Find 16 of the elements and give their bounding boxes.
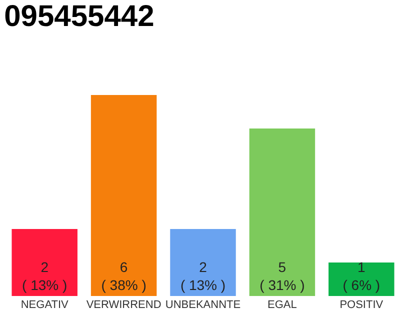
data-label: 2 ( 13% ) xyxy=(22,258,68,293)
chart-title: 095455442 xyxy=(4,0,154,33)
bar xyxy=(170,229,236,296)
x-tick-label: NEGATIV xyxy=(20,299,69,311)
x-tick-label: POSITIV xyxy=(340,299,384,311)
data-label: 1 ( 6% ) xyxy=(342,258,380,293)
x-tick-label: VERWIRREND xyxy=(86,299,162,311)
bar xyxy=(328,262,394,296)
x-tick-label: UNBEKANNTE xyxy=(165,299,241,311)
x-tick-label: EGAL xyxy=(268,299,297,311)
data-label: 2 ( 13% ) xyxy=(180,258,226,293)
bar xyxy=(249,128,316,296)
bar xyxy=(12,229,78,296)
bar xyxy=(90,95,157,296)
data-label: 6 ( 38% ) xyxy=(101,258,146,293)
data-label: 5 ( 31% ) xyxy=(260,258,305,293)
